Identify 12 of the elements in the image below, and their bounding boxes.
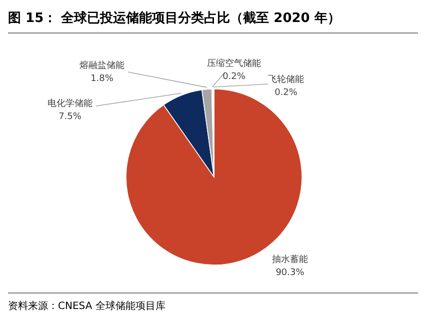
data-label: 90.3%: [276, 268, 305, 278]
data-label: 0.2%: [274, 88, 298, 98]
data-label: 1.8%: [90, 74, 114, 84]
data-label: 0.2%: [222, 72, 246, 82]
slice-label: 抽水蓄能: [272, 254, 308, 265]
text: 资料来源：CNESA 全球储能项目库: [8, 300, 166, 312]
data-label: 7.5%: [58, 112, 82, 122]
slice-label: 飞轮储能: [268, 74, 304, 85]
slice-label: 电化学储能: [48, 98, 92, 109]
chart-title: 图 15： 全球已投运储能项目分类占比（截至 2020 年）: [8, 10, 340, 26]
slice-label: 熔融盐储能: [80, 60, 124, 71]
slice-label: 压缩空气储能: [207, 58, 261, 69]
